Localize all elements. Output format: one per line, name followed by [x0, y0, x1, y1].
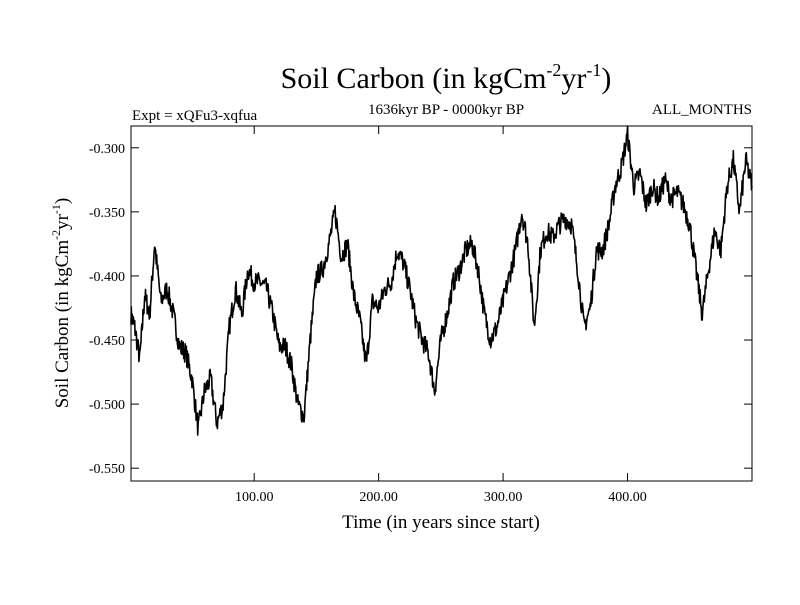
right-subtitle: ALL_MONTHS	[652, 102, 752, 118]
left-subtitle: Expt = xQFu3-xqfua	[132, 108, 257, 124]
y-tick-label: -0.500	[89, 398, 125, 413]
x-axis-label: Time (in years since start)	[342, 512, 540, 533]
y-tick-label: -0.550	[89, 462, 125, 477]
y-axis-ticks: -0.300 -0.350 -0.400 -0.450 -0.500 -0.550	[89, 142, 752, 477]
y-axis-label: Soil Carbon (in kgCm-2yr-1)	[49, 198, 73, 409]
soil-carbon-series-line	[130, 125, 753, 436]
chart-title: Soil Carbon (in kgCm-2yr-1)	[281, 60, 612, 95]
y-tick-label: -0.300	[89, 142, 125, 157]
x-tick-label: 400.00	[608, 490, 647, 505]
x-tick-label: 100.00	[235, 490, 274, 505]
center-subtitle: 1636kyr BP - 0000kyr BP	[368, 102, 524, 118]
x-tick-label: 300.00	[484, 490, 523, 505]
x-tick-label: 200.00	[359, 490, 398, 505]
x-axis-ticks: 100.00 200.00 300.00 400.00	[235, 126, 647, 505]
y-tick-label: -0.450	[89, 334, 125, 349]
y-tick-label: -0.350	[89, 206, 125, 221]
plot-frame	[130, 125, 753, 482]
y-tick-label: -0.400	[89, 270, 125, 285]
